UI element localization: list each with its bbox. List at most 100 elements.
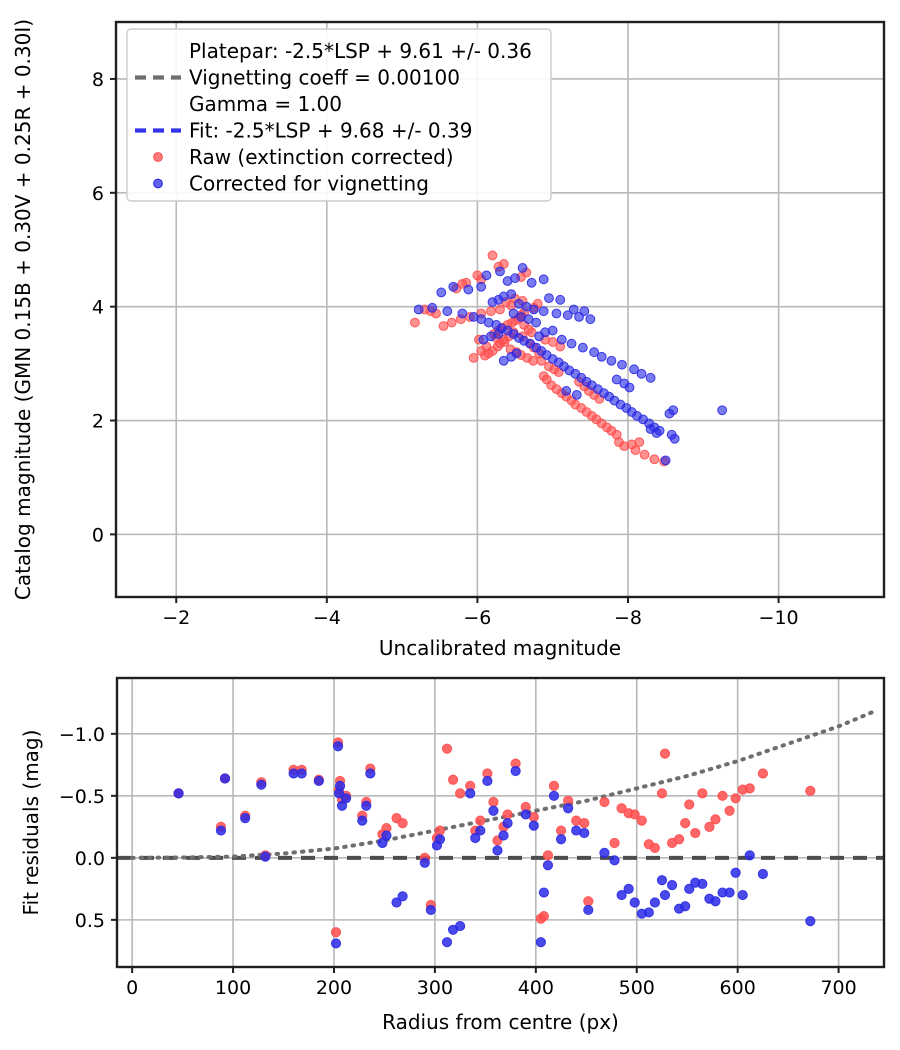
data-point <box>510 765 521 777</box>
data-point <box>436 287 447 298</box>
data-point <box>498 830 509 841</box>
x-tick-label: −4 <box>313 607 341 629</box>
data-point <box>643 907 654 918</box>
data-point <box>502 809 513 820</box>
data-point <box>486 306 496 317</box>
data-point <box>757 868 768 880</box>
legend-box <box>126 28 552 202</box>
data-point <box>334 780 346 792</box>
data-point <box>465 788 476 799</box>
x-tick-label: −2 <box>162 607 190 629</box>
data-point <box>173 788 184 799</box>
data-point <box>455 920 466 932</box>
x-axis-title: Uncalibrated magnitude <box>379 636 621 660</box>
legend-entry[interactable]: Fit: -2.5*LSP + 9.68 +/- 0.39 <box>135 119 472 143</box>
data-point <box>585 314 596 325</box>
series-corrected <box>413 263 728 466</box>
y-axis-title: Fit residuals (mag) <box>19 730 43 916</box>
data-point <box>710 896 721 907</box>
data-point <box>616 803 627 814</box>
data-point <box>330 938 342 949</box>
data-point <box>805 785 816 796</box>
data-point <box>495 304 505 315</box>
data-point <box>599 847 610 858</box>
data-point <box>488 805 499 816</box>
data-point <box>757 768 768 779</box>
legend-entry[interactable]: Raw (extinction corrected) <box>153 145 454 169</box>
data-point <box>805 916 816 927</box>
data-point <box>528 820 539 831</box>
data-point <box>583 896 594 907</box>
legend-entry[interactable]: Platepar: -2.5*LSP + 9.61 +/- 0.36 <box>189 39 532 63</box>
y-tick-label: 0.0 <box>75 848 105 870</box>
data-point <box>498 355 509 366</box>
data-point <box>551 308 562 319</box>
data-point <box>730 793 741 804</box>
data-point <box>256 779 267 790</box>
legend-entry[interactable]: Corrected for vignetting <box>153 172 429 196</box>
data-point <box>697 878 708 890</box>
data-point <box>636 815 647 826</box>
data-point <box>656 875 668 886</box>
data-point <box>427 302 438 313</box>
axes-frame <box>115 676 886 969</box>
series-corrected <box>173 741 816 949</box>
data-point <box>219 773 231 784</box>
data-point <box>240 813 251 824</box>
data-point <box>517 263 528 273</box>
data-point <box>441 937 453 948</box>
data-point <box>737 889 748 901</box>
data-point <box>442 306 453 317</box>
data-point <box>357 815 368 826</box>
data-point <box>579 827 590 839</box>
data-point <box>634 437 645 448</box>
legend-entry-label: Fit: -2.5*LSP + 9.68 +/- 0.39 <box>189 119 472 143</box>
data-point <box>639 449 650 460</box>
data-point <box>441 743 453 754</box>
data-point <box>563 803 574 814</box>
y-tick-label: 2 <box>92 411 104 433</box>
data-point <box>535 937 546 948</box>
gridlines <box>117 678 884 967</box>
legend-entry-label: Raw (extinction corrected) <box>189 145 454 169</box>
data-point <box>629 364 639 375</box>
y-tick-label: −0.5 <box>59 786 105 808</box>
data-point <box>397 891 408 902</box>
data-point <box>520 809 531 820</box>
x-axis-title: Radius from centre (px) <box>382 1010 619 1034</box>
data-point <box>649 454 660 465</box>
x-tick-label: 500 <box>619 977 655 999</box>
axis-ticks: −2 −4 −6 −8 −10 0 2 4 6 8 <box>92 69 799 629</box>
data-point <box>528 355 539 366</box>
data-point <box>480 350 490 361</box>
data-point <box>492 845 503 856</box>
data-point <box>538 306 549 317</box>
legend-entry-label: Vignetting coeff = 0.00100 <box>189 66 460 90</box>
data-point <box>579 818 590 829</box>
x-tick-label: −6 <box>463 607 491 629</box>
y-tick-label: −1.0 <box>59 724 105 746</box>
data-point <box>487 250 498 261</box>
legend-entry[interactable]: Vignetting coeff = 0.00100 <box>135 66 460 90</box>
data-point <box>482 775 493 787</box>
data-point <box>609 837 620 849</box>
data-point <box>566 338 577 349</box>
data-point <box>478 334 489 345</box>
data-point <box>528 304 539 315</box>
data-point <box>596 351 607 362</box>
data-point <box>651 428 662 438</box>
data-point <box>649 842 661 854</box>
legend-entry[interactable]: Gamma = 1.00 <box>189 92 342 116</box>
data-point <box>744 850 755 861</box>
data-point <box>544 293 554 304</box>
data-point <box>476 281 487 292</box>
chart-fit-residuals: 0 100 200 300 400 500 600 700 0.5 0.0 −0.5 −1.0 Radi… <box>19 676 886 1034</box>
data-point <box>502 818 513 829</box>
data-point <box>413 304 424 315</box>
data-point <box>365 768 376 779</box>
data-point <box>397 818 408 829</box>
data-point <box>313 775 324 787</box>
data-point <box>629 897 640 908</box>
x-tick-label: 400 <box>518 977 554 999</box>
data-point <box>547 337 558 347</box>
